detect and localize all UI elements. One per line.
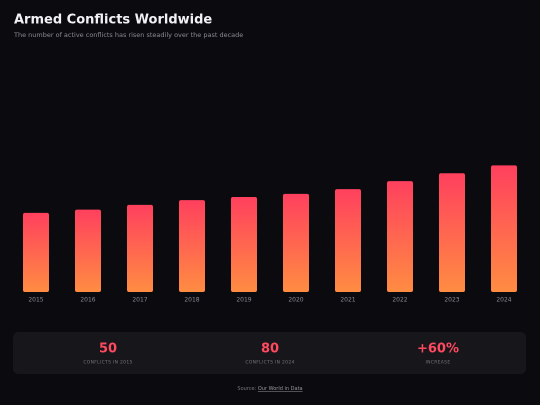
bar [387, 181, 413, 292]
x-tick-label: 2024 [496, 297, 511, 304]
bar [127, 204, 153, 292]
source-prefix: Source: [237, 386, 256, 392]
source-link[interactable]: Our World in Data [258, 386, 303, 392]
bar [179, 200, 205, 292]
x-tick-label: 2023 [444, 297, 459, 304]
x-tick-label: 2022 [392, 297, 407, 304]
bar [439, 173, 465, 292]
stat-label: INCREASE [426, 360, 451, 366]
bar [491, 165, 517, 292]
stat-label: CONFLICTS IN 2024 [245, 360, 294, 366]
stat-value: 80 [261, 342, 279, 357]
x-tick-label: 2018 [184, 297, 199, 304]
bar [283, 193, 309, 292]
x-tick-label: 2019 [236, 297, 251, 304]
bar [231, 197, 257, 292]
x-tick-label: 2020 [288, 297, 303, 304]
bar [335, 189, 361, 292]
source: Source: Our World in Data [237, 386, 302, 392]
bar [23, 212, 49, 292]
stat-label: CONFLICTS IN 2015 [83, 360, 132, 366]
chart-subtitle: The number of active conflicts has risen… [13, 31, 243, 39]
x-tick-label: 2017 [132, 297, 147, 304]
chart-title: Armed Conflicts Worldwide [14, 13, 212, 28]
x-tick-label: 2015 [28, 297, 43, 304]
stats-card [13, 332, 526, 374]
bar [75, 209, 101, 292]
stat-value: 50 [99, 342, 117, 357]
x-tick-label: 2016 [80, 297, 95, 304]
stat-value: +60% [417, 342, 459, 357]
x-tick-label: 2021 [340, 297, 355, 304]
